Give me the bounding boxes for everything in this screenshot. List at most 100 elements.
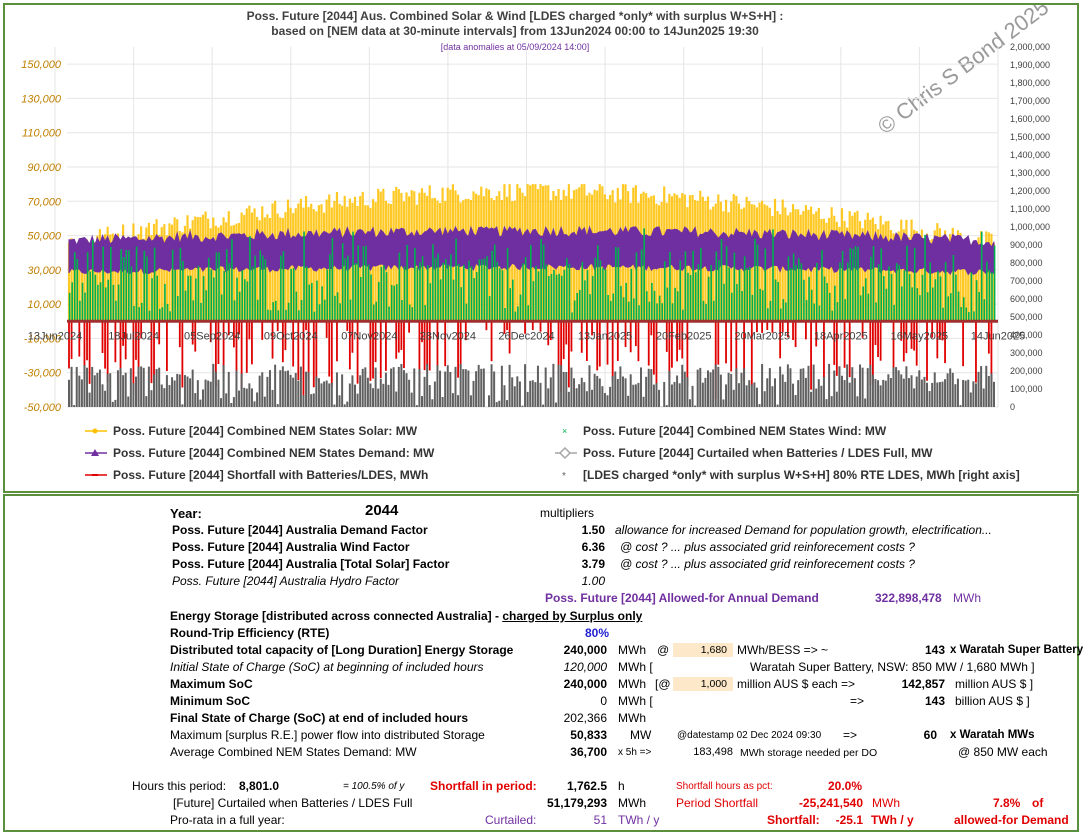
curtailed-year-value: 51 — [593, 813, 607, 827]
y2-tick-label: 1,500,000 — [1010, 132, 1050, 142]
shortfall-pct-label: Shortfall hours as pct: — [676, 781, 773, 792]
initial-soc-unit: MWh [ — [618, 660, 653, 674]
curtailed-year-unit: TWh / y — [618, 813, 660, 827]
cost-each-input[interactable]: 1,000 — [673, 677, 733, 691]
legend-label: Poss. Future [2044] Combined NEM States … — [113, 424, 418, 438]
shortfall-pct-value: 20.0% — [828, 779, 863, 793]
shortfall-year-value: -25.1 — [835, 813, 863, 827]
curtailed-year-label: Curtailed: — [485, 813, 537, 827]
x-tick-label: 18Apr2025 — [814, 330, 868, 342]
y2-tick-label: 300,000 — [1010, 348, 1043, 358]
legend-item: Poss. Future [2044] Combined NEM States … — [85, 446, 435, 460]
series-5 — [68, 363, 995, 407]
initial-soc-label: Initial State of Charge (SoC) at beginni… — [170, 660, 484, 674]
allowed-demand-label: Poss. Future [2044] Allowed-for Annual D… — [545, 591, 819, 605]
hydro-factor-label: Poss. Future [2044] Australia Hydro Fact… — [172, 574, 399, 588]
demand-factor-note: allowance for increased Demand for popul… — [615, 523, 992, 537]
waratah-mws-label: x Waratah MWs — [950, 729, 1035, 741]
bess-count: 143 — [924, 643, 945, 657]
arrow-1: => — [850, 694, 865, 708]
wind-factor-label: Poss. Future [2044] Australia Wind Facto… — [172, 540, 410, 554]
legend-item: Poss. Future [2044] Shortfall with Batte… — [85, 468, 428, 482]
cost-total-millions-unit: million AUS $ ] — [955, 677, 1034, 691]
legend-label: [LDES charged *only* with surplus W+S+H]… — [583, 468, 1020, 482]
shortfall-year-unit: TWh / y — [871, 813, 914, 827]
max-soc-label: Maximum SoC — [170, 677, 253, 691]
storage-label: Energy Storage [distributed across conne… — [170, 609, 642, 623]
y-tick-label: 10,000 — [27, 299, 62, 311]
year-value: 2044 — [365, 502, 399, 519]
y2-tick-label: 100,000 — [1010, 384, 1043, 394]
shortfall-period-value: 1,762.5 — [566, 779, 607, 793]
storage-label-text: Energy Storage [distributed across conne… — [170, 609, 499, 623]
y2-tick-label: 1,300,000 — [1010, 168, 1050, 178]
bess-unit: MWh/BESS => ~ — [737, 643, 829, 657]
x-tick-label: 13Jun2024 — [28, 330, 82, 342]
storage-needed-note: MWh storage needed per DO — [740, 747, 878, 759]
y-tick-label: 150,000 — [21, 59, 62, 71]
hours-value: 8,801.0 — [239, 779, 280, 793]
demand-factor-value: 1.50 — [581, 523, 605, 537]
year-label: Year: — [170, 506, 202, 521]
y-axis-right: 2,000,000 1,900,000 1,800,000 1,700,000 1,60… — [1010, 42, 1050, 412]
curtailed-value: 51,179,293 — [546, 796, 607, 810]
demand-factor-label: Poss. Future [2044] Australia Demand Fac… — [172, 523, 428, 537]
wind-factor-value: 6.36 — [581, 540, 605, 554]
y-tick-label: 130,000 — [21, 93, 62, 105]
legend: Poss. Future [2044] Combined NEM States … — [85, 424, 1020, 482]
plot-area — [67, 184, 998, 407]
allowed-demand-unit: MWh — [953, 591, 981, 605]
y2-tick-label: 200,000 — [1010, 366, 1043, 376]
final-soc-value: 202,366 — [563, 711, 607, 725]
x-tick-label: 09Oct2024 — [264, 330, 318, 342]
y2-tick-label: 0 — [1010, 402, 1015, 412]
max-soc-unit: MWh — [618, 677, 646, 691]
solar-factor-value: 3.79 — [581, 557, 605, 571]
x-tick-label: 26Dec2024 — [498, 330, 554, 342]
max-flow-unit: MW — [630, 728, 652, 742]
solar-factor-label: Poss. Future [2044] Australia [Total Sol… — [172, 557, 450, 571]
chart-frame: Poss. Future [2044] Aus. Combined Solar … — [3, 3, 1079, 493]
y2-tick-label: 900,000 — [1010, 240, 1043, 250]
cost-each-unit: million AUS $ each => — [737, 677, 856, 691]
min-soc-unit: MWh [ — [618, 694, 653, 708]
y-tick-label: -50,000 — [24, 402, 62, 414]
capacity-label: Distributed total capacity of [Long Dura… — [170, 643, 514, 657]
at-sign-2: [@ — [655, 677, 671, 691]
allowed-for-demand: allowed-for Demand — [954, 813, 1069, 827]
legend-item: * [LDES charged *only* with surplus W+S+H… — [562, 468, 1020, 482]
x-tick-label: 20Mar2025 — [734, 330, 790, 342]
legend-item: Poss. Future [2044] Curtailed when Batte… — [555, 446, 933, 460]
multipliers-label: multipliers — [540, 506, 595, 520]
chart-subtitle: based on [NEM data at 30-minute interval… — [271, 24, 759, 38]
hydro-factor-value: 1.00 — [581, 574, 605, 588]
x-tick-label: 28Nov2024 — [420, 330, 476, 342]
cost-total-billions-unit: billion AUS $ ] — [955, 694, 1030, 708]
period-shortfall-pct: 7.8% — [993, 796, 1021, 810]
chart-svg: Poss. Future [2044] Aus. Combined Solar … — [21, 5, 1053, 482]
final-soc-label: Final State of Charge (SoC) at end of in… — [170, 711, 469, 725]
x-tick-label: 18Jul2024 — [108, 330, 159, 342]
period-shortfall-unit: MWh — [872, 796, 900, 810]
hours-pct: = 100.5% of y — [343, 781, 405, 792]
allowed-demand-value: 322,898,478 — [875, 591, 942, 605]
legend-marker — [558, 446, 572, 460]
y-tick-label: -30,000 — [24, 368, 62, 380]
y2-tick-label: 1,000,000 — [1010, 222, 1050, 232]
solar-factor-note: @ cost ? ... plus associated grid reinfo… — [620, 557, 915, 571]
rte-value: 80% — [584, 626, 609, 640]
x-tick-label: 07Nov2024 — [341, 330, 397, 342]
y2-tick-label: 1,700,000 — [1010, 96, 1050, 106]
hours-label: Hours this period: — [132, 779, 227, 793]
storage-label-underlined: charged by Surplus only — [502, 609, 643, 623]
y-axis-left: 150,000 130,000 110,000 90,000 70,000 50,000 3… — [21, 59, 62, 414]
max-flow-value: 50,833 — [570, 728, 607, 742]
legend-marker — [92, 428, 98, 434]
y2-tick-label: 1,800,000 — [1010, 78, 1050, 88]
x5h: x 5h => — [618, 747, 652, 758]
x-tick-label: 14Jun2025 — [971, 330, 1025, 342]
y2-tick-label: 1,200,000 — [1010, 186, 1050, 196]
bess-size-input[interactable]: 1,680 — [673, 643, 733, 657]
initial-soc-value: 120,000 — [563, 660, 607, 674]
final-soc-unit: MWh — [618, 711, 646, 725]
